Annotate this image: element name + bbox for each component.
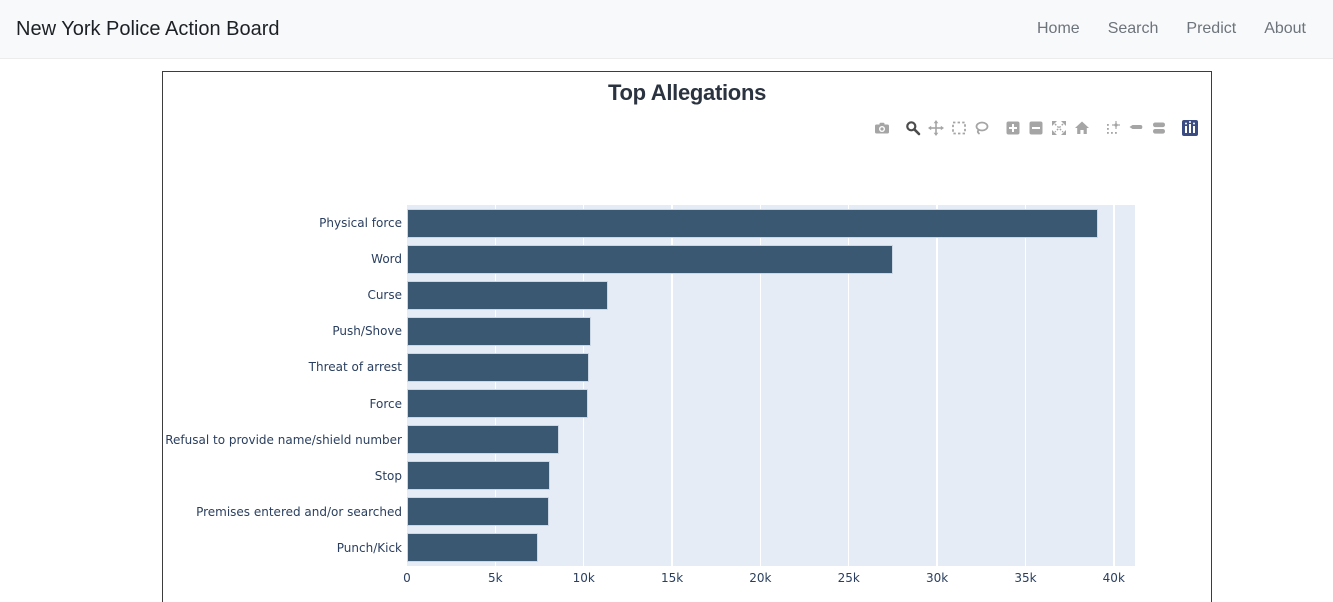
y-tick-label: Push/Shove xyxy=(332,324,402,339)
x-axis-labels: 0 5k 10k 15k 20k 25k 30k 35k 40k xyxy=(403,571,1135,587)
bar-4[interactable] xyxy=(407,316,591,346)
bar-5[interactable] xyxy=(407,352,589,382)
gridline xyxy=(671,205,673,566)
x-tick-label: 35k xyxy=(1014,571,1037,585)
bar-6[interactable] xyxy=(407,389,589,419)
bar-chart: Physical force Word Curse Push/Shove Threat … xyxy=(163,205,1135,566)
modebar-group xyxy=(869,118,892,137)
nav-link-predict[interactable]: Predict xyxy=(1186,20,1237,37)
modebar-group xyxy=(900,118,992,137)
gridline xyxy=(936,205,938,566)
bar-row xyxy=(407,205,1135,241)
zoom-icon[interactable] xyxy=(903,118,923,137)
bar-row xyxy=(407,530,1135,566)
x-tick-label: 15k xyxy=(660,571,684,585)
y-tick-label: Curse xyxy=(367,288,402,303)
bar-row xyxy=(407,277,1135,313)
y-tick-label: Refusal to provide name/shield number xyxy=(165,432,402,447)
bar-row xyxy=(407,458,1135,494)
chart-title: Top Allegations xyxy=(607,80,767,105)
bar-row xyxy=(407,494,1135,530)
bar-7[interactable] xyxy=(407,425,559,455)
x-tick-label: 25k xyxy=(837,571,860,585)
bar-2[interactable] xyxy=(407,244,893,274)
plotly-logo-icon[interactable] xyxy=(1180,118,1200,137)
bar-9[interactable] xyxy=(407,497,550,527)
x-tick-label: 10k xyxy=(572,571,595,585)
plotly-modebar xyxy=(861,118,1200,137)
y-tick-label: Threat of arrest xyxy=(308,360,402,375)
nav-link-about[interactable]: About xyxy=(1264,20,1306,37)
box-select-icon[interactable] xyxy=(949,118,969,137)
modebar-group xyxy=(1100,118,1169,137)
lasso-icon[interactable] xyxy=(972,118,992,137)
plot-area[interactable] xyxy=(407,205,1135,566)
gridline xyxy=(1113,205,1115,566)
hover-closest-icon[interactable] xyxy=(1126,118,1146,137)
y-tick-label: Physical force xyxy=(319,216,402,231)
bar-row xyxy=(407,349,1135,385)
zoom-out-icon[interactable] xyxy=(1026,118,1046,137)
y-tick-label: Premises entered and/or searched xyxy=(196,504,402,519)
bar-row xyxy=(407,385,1135,421)
gridline xyxy=(494,205,497,566)
bar-rows xyxy=(407,205,1135,566)
app-title: New York Police Action Board xyxy=(16,17,280,40)
gridline xyxy=(582,205,585,566)
y-tick-label: Stop xyxy=(374,468,402,483)
x-tick-label: 20k xyxy=(749,571,772,585)
bar-row xyxy=(407,241,1135,277)
x-tick-label: 40k xyxy=(1102,571,1125,585)
y-tick-label: Word xyxy=(371,252,402,267)
navbar: New York Police Action Board Home Search P… xyxy=(0,0,1333,59)
x-tick-label: 0 xyxy=(403,571,411,585)
y-tick-label: Force xyxy=(369,396,402,411)
gridline xyxy=(1024,205,1027,566)
modebar-group xyxy=(1000,118,1092,137)
chart-card: Top Allegations Physical force Word Curse P… xyxy=(162,71,1212,602)
gridline xyxy=(847,205,850,566)
y-tick-label: Punch/Kick xyxy=(336,540,402,555)
bar-10[interactable] xyxy=(407,533,538,563)
camera-icon[interactable] xyxy=(872,118,892,137)
bar-3[interactable] xyxy=(407,280,608,310)
reset-axes-icon[interactable] xyxy=(1072,118,1092,137)
nav-links: Home Search Predict About xyxy=(1023,12,1320,46)
zoom-in-icon[interactable] xyxy=(1003,118,1023,137)
nav-link-home[interactable]: Home xyxy=(1037,20,1080,37)
x-tick-label: 5k xyxy=(488,571,503,585)
spikelines-icon[interactable] xyxy=(1103,118,1123,137)
autoscale-icon[interactable] xyxy=(1049,118,1069,137)
x-tick-label: 30k xyxy=(925,571,949,585)
bar-row xyxy=(407,313,1135,349)
pan-icon[interactable] xyxy=(926,118,946,137)
gridline xyxy=(759,205,762,566)
bar-1[interactable] xyxy=(407,208,1098,238)
bar-row xyxy=(407,422,1135,458)
hover-compare-icon[interactable] xyxy=(1149,118,1169,137)
nav-link-search[interactable]: Search xyxy=(1107,20,1159,37)
bar-8[interactable] xyxy=(407,461,551,491)
y-axis-labels: Physical force Word Curse Push/Shove Threat … xyxy=(163,205,407,566)
modebar-group xyxy=(1177,118,1200,137)
